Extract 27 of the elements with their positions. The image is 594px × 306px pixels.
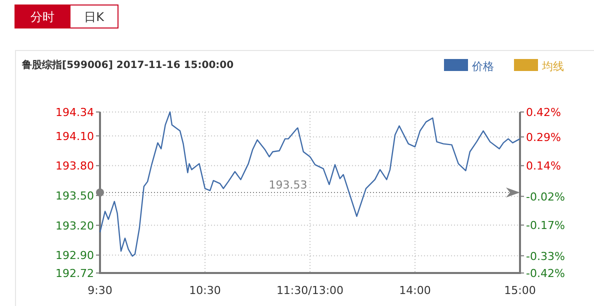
ref-line-label: 193.53 bbox=[268, 178, 308, 192]
y2-tick-label: -0.33% bbox=[526, 250, 565, 263]
y2-tick-label: -0.42% bbox=[526, 267, 565, 280]
x-tick-label: 9:30 bbox=[88, 284, 112, 297]
legend-item: 均线 bbox=[514, 59, 564, 73]
legend-label: 价格 bbox=[471, 60, 494, 73]
y-tick-label: 194.10 bbox=[56, 130, 94, 143]
y2-tick-label: 0.29% bbox=[526, 130, 561, 144]
y-tick-label: 194.34 bbox=[56, 106, 94, 119]
x-tick-label: 14:00 bbox=[399, 284, 431, 297]
x-tick-label: 10:30 bbox=[189, 284, 221, 297]
y-tick-label: 193.50 bbox=[56, 189, 94, 202]
text: 日K bbox=[84, 10, 106, 24]
y2-tick-label: 0.42% bbox=[526, 106, 561, 119]
y-tick-label: 192.90 bbox=[56, 249, 94, 262]
y-tick-label: 193.80 bbox=[56, 160, 94, 173]
y-tick-label: 193.20 bbox=[56, 219, 94, 232]
chart-title: 鲁股综指[599006] 2017-11-16 15:00:00 bbox=[21, 59, 234, 71]
y-tick-label: 192.72 bbox=[56, 267, 94, 280]
y2-tick-label: 0.14% bbox=[526, 160, 561, 173]
x-tick-label: 11:30/13:00 bbox=[276, 284, 344, 297]
text: 分时 bbox=[30, 10, 54, 24]
y2-tick-label: -0.17% bbox=[526, 219, 565, 232]
y2-tick-label: -0.02% bbox=[526, 190, 565, 204]
x-tick-label: 15:00 bbox=[504, 284, 536, 297]
legend-label: 均线 bbox=[541, 60, 564, 73]
legend-item: 价格 bbox=[444, 59, 494, 73]
